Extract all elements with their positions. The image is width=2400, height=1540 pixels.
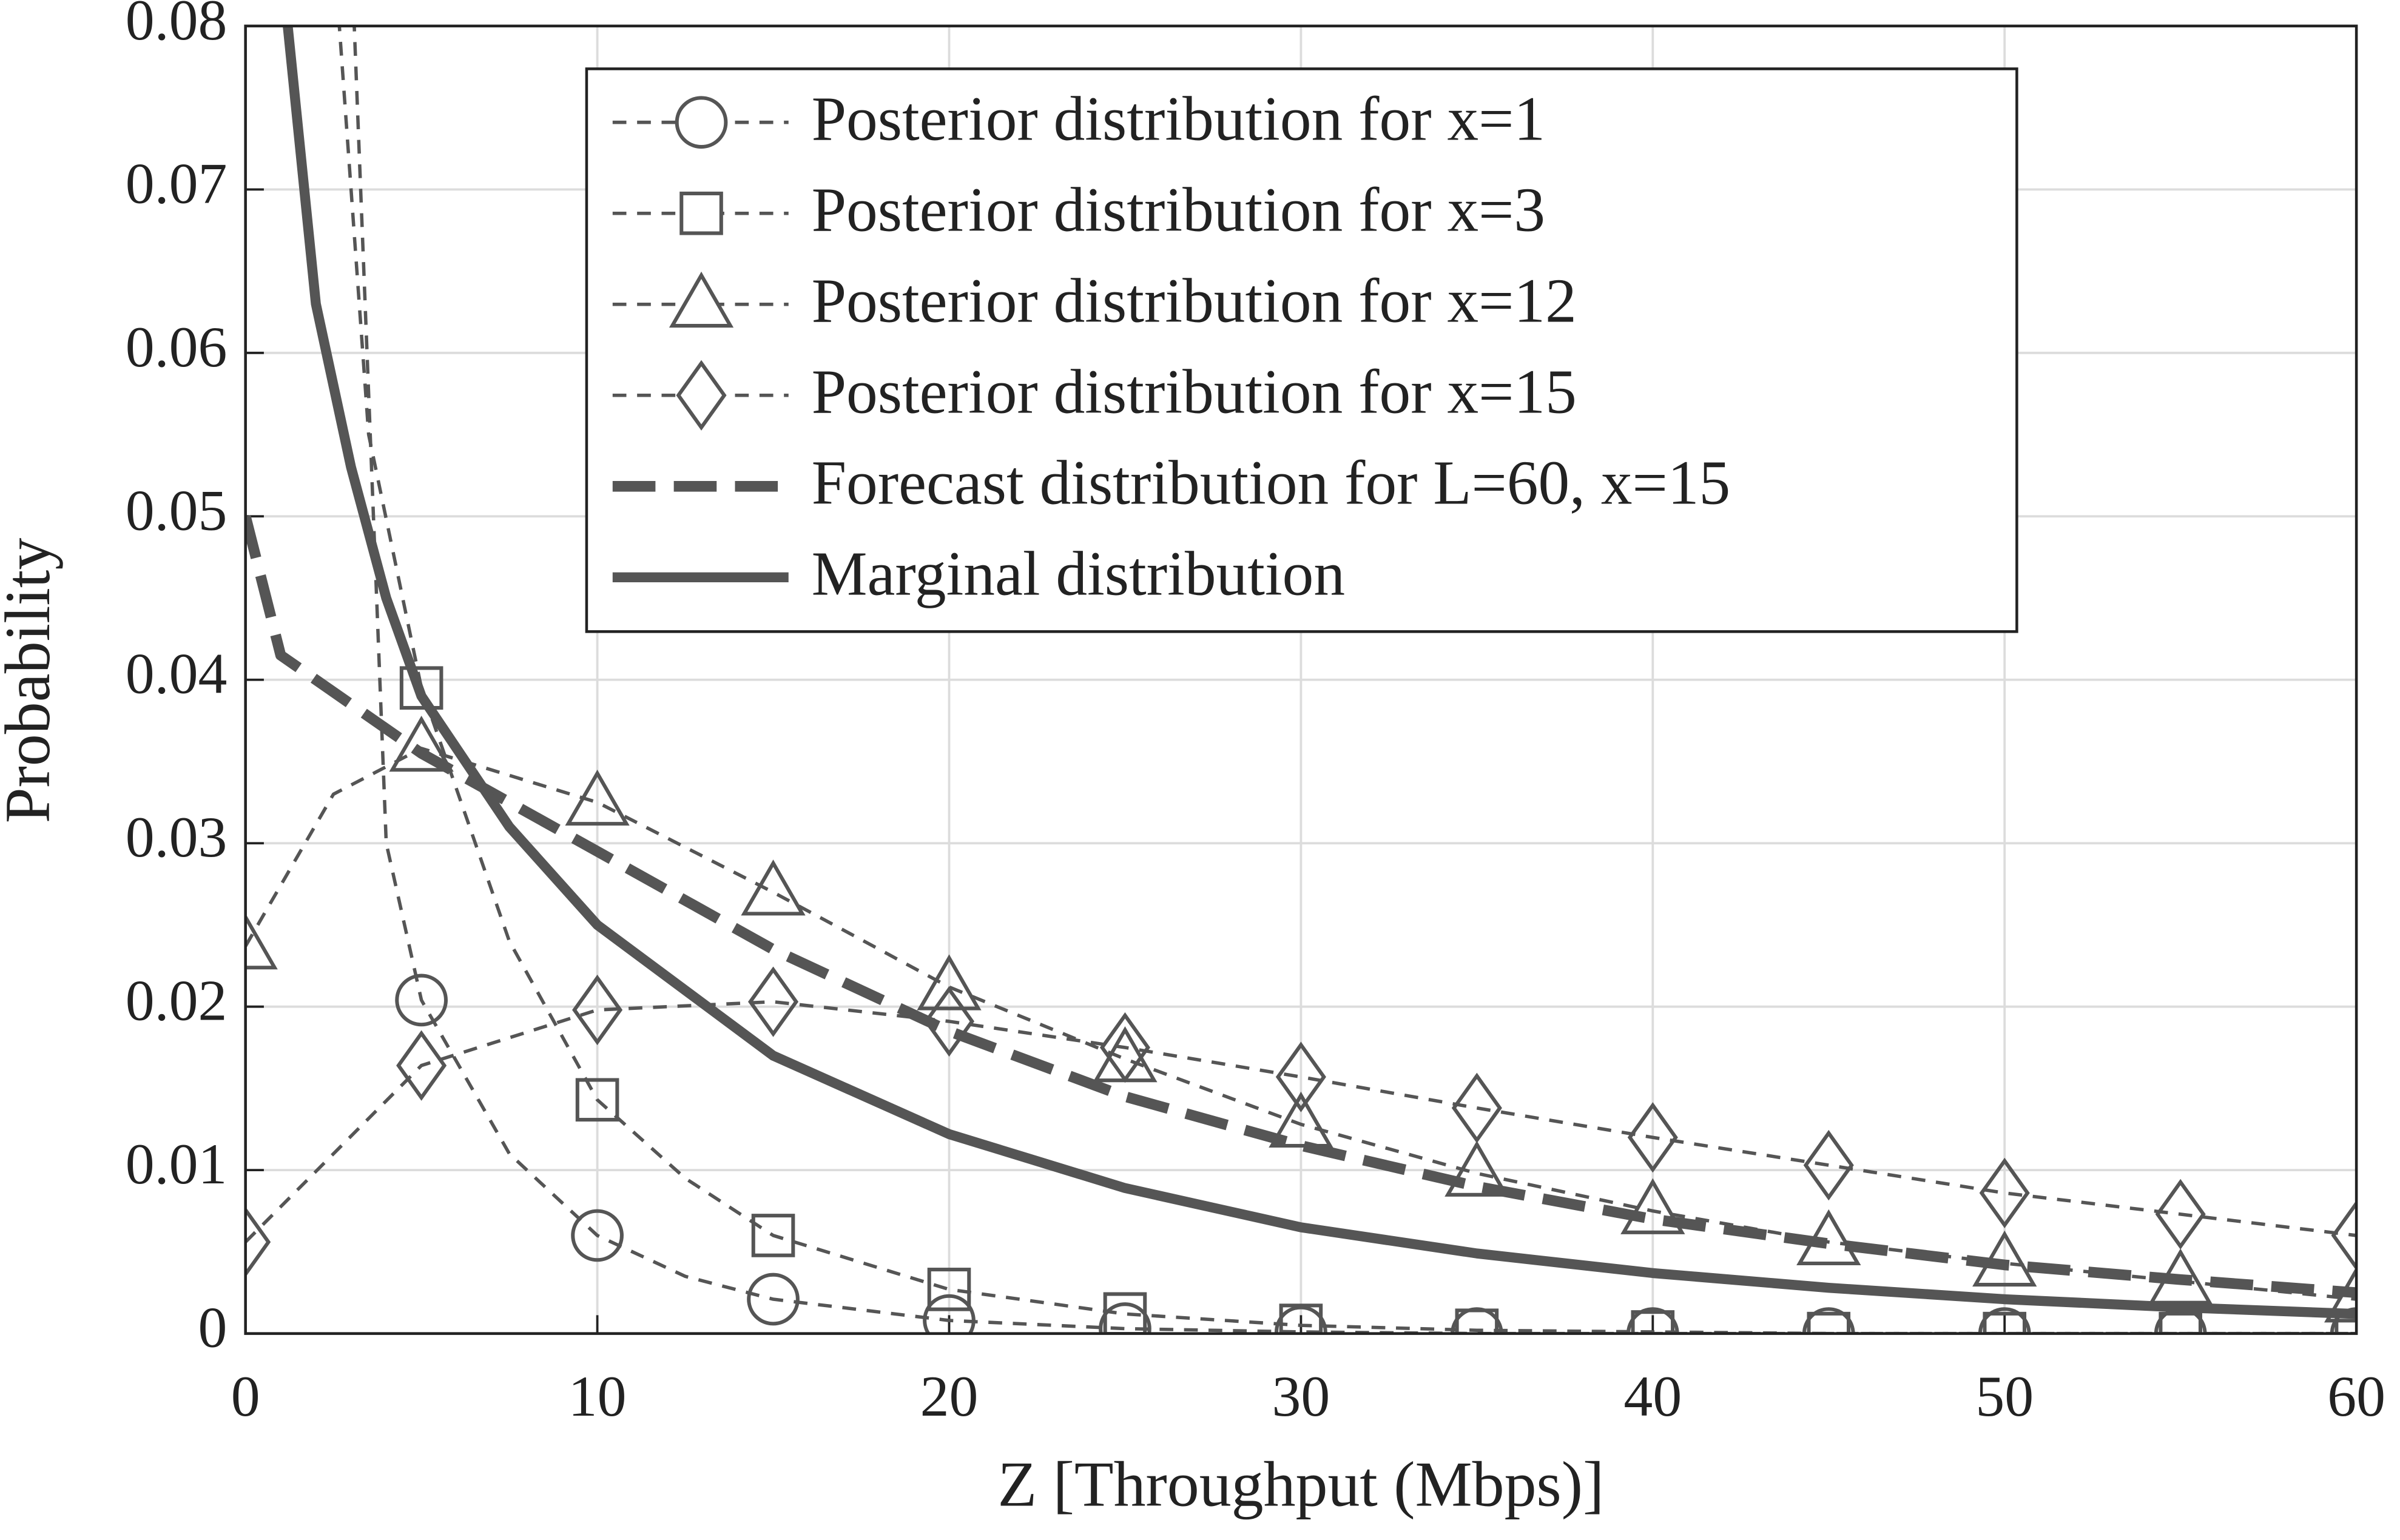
marker [1103,1292,1147,1334]
marker [565,769,630,826]
plot-area [245,25,2357,1334]
marker [669,271,734,328]
marker [2155,1179,2206,1250]
marker [1099,1302,1151,1334]
marker [1803,1129,1854,1201]
marker [1983,1311,2027,1334]
series-line [337,25,2357,1334]
marker [675,96,728,149]
y-tick-label: 0.02 [126,969,228,1033]
x-axis-label: Z [Throughput (Mbps)] [998,1449,1605,1520]
y-tick-label: 0.05 [126,478,228,542]
marker [2159,1311,2202,1334]
x-tick-label: 30 [1272,1364,1330,1428]
y-tick-label: 0.06 [126,315,228,379]
y-tick-label: 0.04 [126,642,228,706]
marker [1978,1307,2031,1334]
marker [748,966,799,1037]
marker [2331,1200,2357,1271]
legend-label: Posterior distribution for x=15 [812,358,1577,427]
x-tick-label: 40 [1623,1364,1682,1428]
y-tick-label: 0.01 [126,1132,228,1196]
legend-label: Forecast distribution for L=60, x=15 [812,449,1731,518]
marker [1093,1026,1158,1083]
legend-label: Posterior distribution for x=3 [812,175,1546,244]
legend-box [585,67,2018,633]
marker [679,191,723,235]
marker [245,1206,271,1277]
marker [572,974,623,1046]
marker [1455,1308,1499,1334]
marker [1275,1305,1327,1334]
marker [923,986,975,1057]
marker [751,1214,795,1257]
x-tick-label: 50 [1975,1364,2034,1428]
marker [917,954,982,1010]
marker [399,666,443,710]
y-axis-label: Probability [0,538,63,824]
marker [1451,1072,1502,1143]
marker [1444,1140,1509,1197]
marker [1979,1157,2030,1229]
marker [395,973,448,1027]
marker [571,1209,624,1262]
marker [575,1078,619,1122]
marker [1626,1307,1679,1334]
marker [1802,1307,1855,1334]
plot-frame [244,24,2358,1335]
marker [396,1030,447,1101]
marker [1631,1310,1675,1334]
marker [1627,1102,1678,1173]
series-line [283,25,2357,1319]
y-tick-label: 0.08 [126,0,228,52]
marker [923,1294,976,1334]
x-tick-label: 0 [231,1364,260,1428]
marker [747,1273,800,1326]
legend: Posterior distribution for x=1 Posterior … [585,67,2018,633]
x-tick-label: 20 [920,1364,979,1428]
y-tick-label: 0 [198,1296,228,1360]
marker [1620,1178,1685,1234]
marker [1269,1091,1333,1148]
marker [1279,1303,1323,1334]
marker [1807,1311,1851,1334]
series-line [245,515,2357,1299]
x-tick-label: 10 [568,1364,627,1428]
legend-label: Posterior distribution for x=1 [812,84,1546,153]
marker [1099,1012,1150,1083]
y-tick-label: 0.07 [126,151,228,215]
marker [1275,1041,1326,1112]
legend-label: Marginal distribution [812,540,1345,609]
marker [927,1268,971,1311]
y-tick-label: 0.03 [126,805,228,869]
x-tick-label: 60 [2327,1364,2385,1428]
legend-label: Posterior distribution for x=12 [812,267,1577,336]
marker [676,360,727,431]
marker [741,859,806,916]
marker [389,715,454,772]
marker [245,913,278,970]
